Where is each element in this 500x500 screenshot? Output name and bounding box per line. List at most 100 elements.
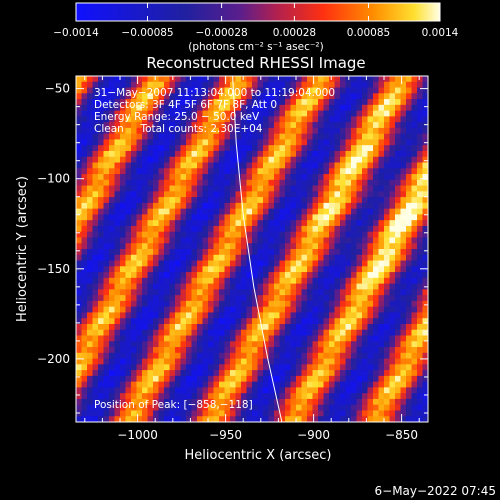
heatmap-cell (81, 197, 88, 204)
heatmap-cell (389, 156, 396, 164)
heatmap-cell (296, 139, 303, 146)
heatmap-cell (263, 364, 270, 371)
heatmap-cell (125, 404, 132, 412)
heatmap-cell (169, 375, 176, 383)
heatmap-cell (323, 381, 330, 388)
heatmap-cell (180, 289, 187, 296)
heatmap-cell (219, 266, 226, 273)
heatmap-cell (257, 139, 264, 146)
heatmap-cell (230, 381, 237, 388)
heatmap-cell (98, 323, 105, 331)
heatmap-cell (406, 104, 413, 112)
heatmap-cell (158, 387, 165, 394)
heatmap-cell (98, 335, 105, 342)
heatmap-cell (422, 116, 428, 123)
heatmap-cell (307, 381, 314, 388)
heatmap-cell (153, 87, 160, 94)
heatmap-cell (147, 99, 154, 106)
heatmap-cell (351, 104, 358, 112)
heatmap-cell (147, 116, 154, 123)
heatmap-cell (400, 393, 407, 400)
heatmap-cell (81, 335, 88, 342)
heatmap-cell (136, 208, 143, 215)
heatmap-cell (169, 225, 176, 233)
heatmap-cell (230, 145, 237, 152)
heatmap-cell (378, 87, 385, 94)
heatmap-cell (367, 306, 374, 314)
heatmap-cell (268, 162, 275, 169)
heatmap-cell (362, 197, 369, 204)
heatmap-cell (257, 364, 264, 371)
heatmap-cell (125, 122, 132, 129)
heatmap-cell (109, 335, 116, 342)
heatmap-cell (103, 318, 110, 325)
heatmap-cell (301, 387, 308, 394)
heatmap-cell (290, 139, 297, 146)
heatmap-cell (268, 76, 275, 83)
heatmap-cell (131, 364, 138, 371)
heatmap-cell (114, 104, 121, 112)
heatmap-cell (312, 208, 319, 215)
footer-timestamp: 6−May−2022 07:45 (375, 484, 497, 498)
heatmap-cell (76, 174, 83, 181)
heatmap-cell (367, 277, 374, 285)
heatmap-cell (197, 197, 204, 204)
heatmap-cell (252, 122, 259, 129)
heatmap-cell (367, 197, 374, 204)
heatmap-cell (81, 398, 88, 406)
heatmap-cell (345, 116, 352, 123)
heatmap-cell (76, 300, 83, 308)
heatmap-cell (241, 272, 248, 279)
heatmap-cell (246, 93, 253, 100)
heatmap-cell (169, 306, 176, 314)
heatmap-cell (213, 393, 220, 400)
heatmap-cell (241, 116, 248, 123)
heatmap-cell (406, 295, 413, 302)
heatmap-cell (164, 364, 171, 371)
heatmap-cell (109, 381, 116, 388)
heatmap-cell (406, 122, 413, 129)
heatmap-cell (147, 197, 154, 204)
heatmap-cell (378, 162, 385, 169)
heatmap-cell (329, 260, 336, 267)
heatmap-cell (274, 300, 281, 308)
heatmap-cell (285, 122, 292, 129)
heatmap-cell (296, 393, 303, 400)
heatmap-cell (362, 220, 369, 227)
heatmap-cell (153, 416, 160, 422)
heatmap-cell (340, 318, 347, 325)
heatmap-cell (224, 323, 231, 331)
heatmap-cell (274, 104, 281, 112)
heatmap-cell (224, 133, 231, 141)
heatmap-cell (318, 208, 325, 215)
heatmap-cell (422, 358, 428, 365)
heatmap-cell (186, 202, 193, 210)
heatmap-cell (169, 410, 176, 417)
heatmap-cell (351, 87, 358, 94)
heatmap-cell (274, 347, 281, 354)
heatmap-cell (395, 139, 402, 146)
heatmap-cell (367, 116, 374, 123)
heatmap-cell (219, 335, 226, 342)
heatmap-cell (241, 237, 248, 244)
heatmap-cell (158, 358, 165, 365)
heatmap-cell (76, 364, 83, 371)
heatmap-cell (279, 404, 286, 412)
heatmap-cell (213, 168, 220, 175)
heatmap-cell (230, 156, 237, 164)
heatmap-cell (169, 93, 176, 100)
heatmap-cell (136, 191, 143, 198)
heatmap-cell (252, 162, 259, 169)
heatmap-cell (285, 410, 292, 417)
heatmap-cell (422, 168, 428, 175)
heatmap-cell (153, 352, 160, 360)
heatmap-cell (285, 398, 292, 406)
heatmap-cell (125, 168, 132, 175)
heatmap-cell (153, 306, 160, 314)
heatmap-cell (180, 381, 187, 388)
heatmap-cell (109, 300, 116, 308)
heatmap-cell (76, 393, 83, 400)
heatmap-cell (345, 99, 352, 106)
heatmap-cell (131, 295, 138, 302)
heatmap-cell (136, 404, 143, 412)
